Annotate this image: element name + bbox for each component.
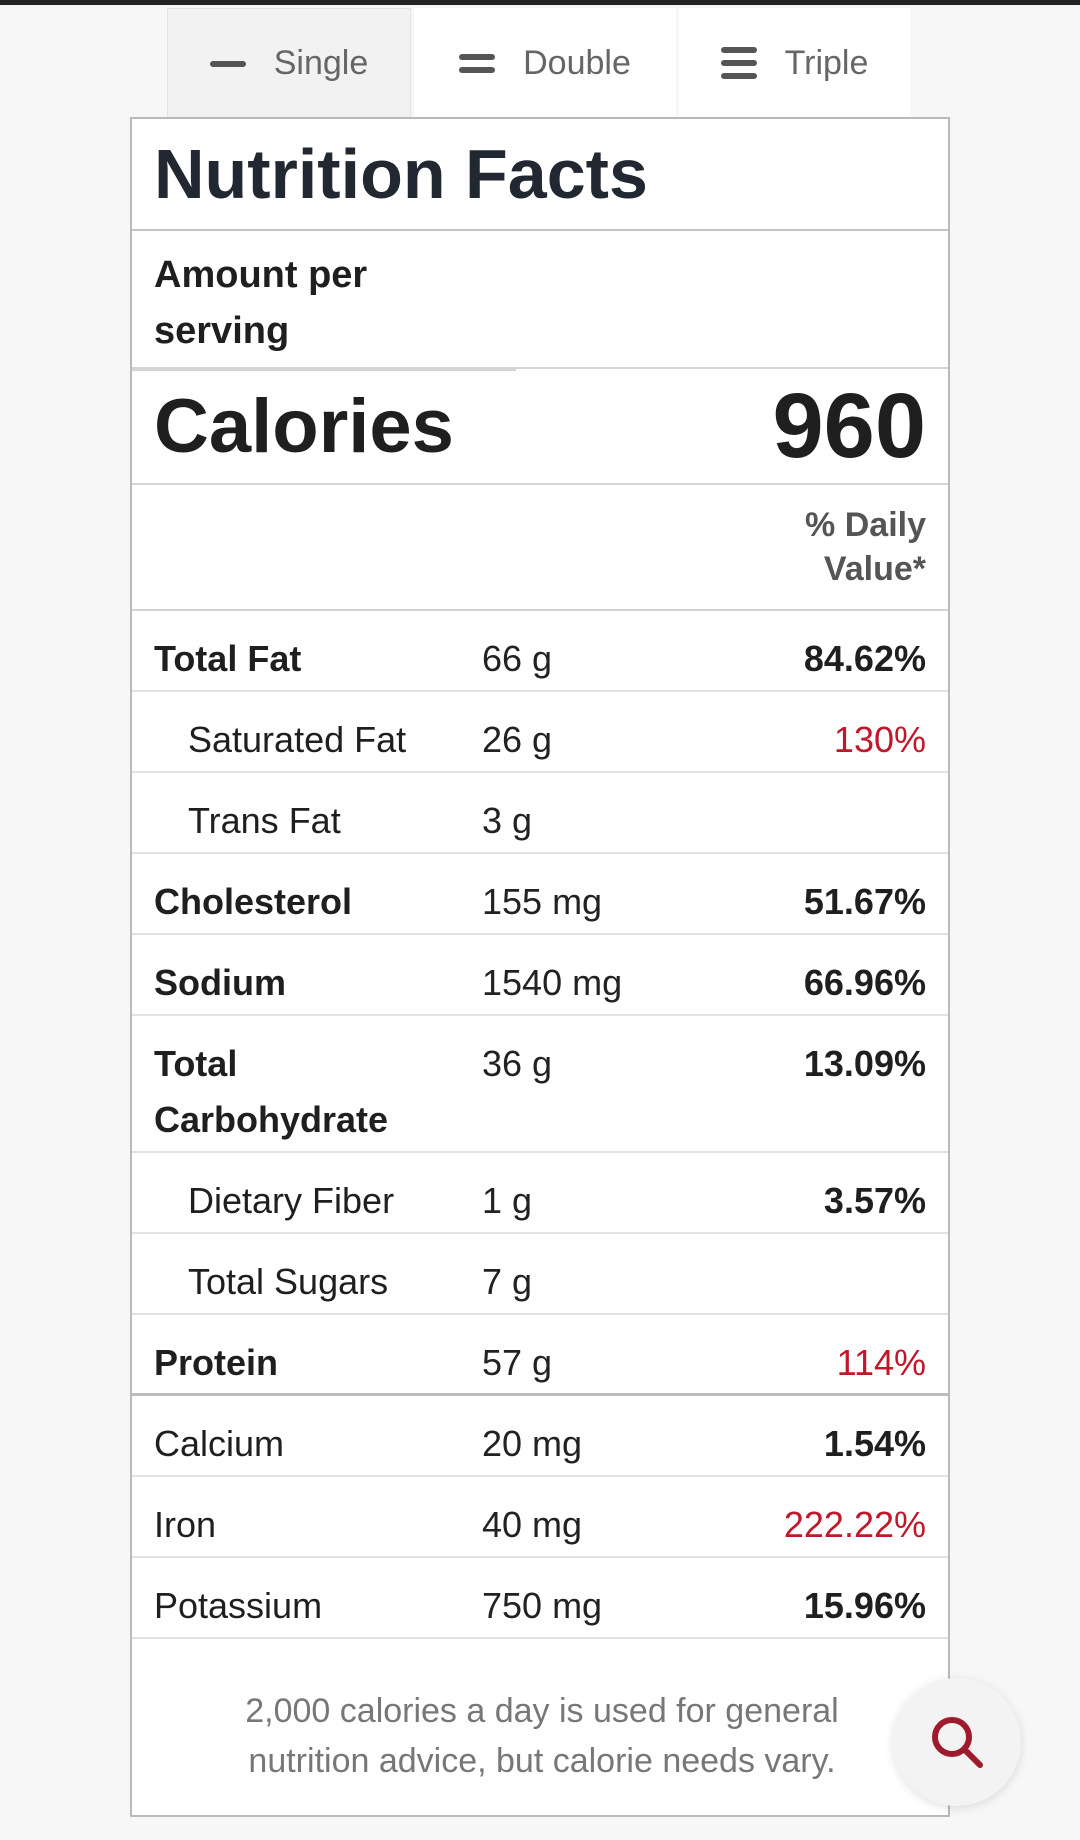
nutrient-amount: 66 g [482, 638, 553, 679]
nutrient-row-cholesterol: Cholesterol 155 mg 51.67% [132, 854, 948, 935]
double-line-icon [459, 53, 496, 73]
nutrient-daily-value: 15.96% [803, 1585, 926, 1626]
tab-single[interactable]: Single [167, 8, 411, 118]
nutrient-name: Saturated Fat [188, 719, 407, 760]
nutrition-facts-title: Nutrition Facts [132, 119, 948, 231]
tab-triple-label: Triple [784, 43, 869, 82]
tab-double[interactable]: Double [414, 8, 676, 118]
nutrient-name: Cholesterol [154, 881, 353, 922]
daily-value-footnote: 2,000 calories a day is used for general… [245, 1692, 839, 1780]
nutrient-name: Total Sugars [188, 1261, 389, 1302]
amount-per-serving-row: Amount per serving [132, 231, 948, 371]
nutrient-daily-value: 51.67% [803, 881, 926, 922]
calories-row: Calories 960 [132, 369, 948, 485]
nutrient-name: Total Fat [154, 638, 302, 679]
nutrient-amount: 7 g [482, 1261, 533, 1302]
nutrient-amount: 20 mg [482, 1423, 583, 1464]
serving-size-tabs: Single Double Triple [167, 8, 910, 118]
nutrient-amount: 750 mg [482, 1585, 603, 1626]
nutrient-name: Trans Fat [188, 800, 341, 841]
nutrient-row-potassium: Potassium 750 mg 15.96% [132, 1558, 948, 1639]
top-bar [0, 0, 1080, 5]
nutrition-label: Nutrition Facts Amount per serving Calor… [130, 117, 950, 1817]
calories-label: Calories [154, 383, 454, 469]
daily-value-header-row: % Daily Value* [132, 485, 948, 611]
nutrient-daily-value: 222.22% [783, 1504, 926, 1545]
nutrient-amount: 40 mg [482, 1504, 583, 1545]
nutrient-name: Dietary Fiber [188, 1180, 395, 1221]
nutrient-row-protein: Protein 57 g 114% [132, 1315, 948, 1396]
amount-per-serving-label: Amount per serving [132, 231, 516, 371]
nutrient-daily-value: 13.09% [803, 1043, 926, 1084]
nutrient-row-iron: Iron 40 mg 222.22% [132, 1477, 948, 1558]
nutrient-amount: 26 g [482, 719, 553, 760]
nutrient-daily-value: 114% [836, 1342, 926, 1383]
nutrient-row-total-sugars: Total Sugars 7 g [132, 1234, 948, 1315]
tab-double-label: Double [523, 43, 631, 82]
nutrient-amount: 155 mg [482, 881, 603, 922]
nutrient-amount: 1540 mg [482, 962, 623, 1003]
daily-value-header: % Daily Value* [805, 506, 926, 588]
nutrient-row-trans-fat: Trans Fat 3 g [132, 773, 948, 854]
nutrient-amount: 1 g [482, 1180, 533, 1221]
search-button[interactable] [893, 1678, 1021, 1806]
nutrient-row-sodium: Sodium 1540 mg 66.96% [132, 935, 948, 1016]
tab-single-label: Single [273, 44, 369, 82]
nutrient-row-dietary-fiber: Dietary Fiber 1 g 3.57% [132, 1153, 948, 1234]
nutrient-daily-value: 84.62% [803, 638, 926, 679]
nutrient-name: Iron [154, 1504, 217, 1545]
nutrient-name: Total Carbohydrate [154, 1043, 389, 1140]
calories-value: 960 [772, 374, 927, 477]
nutrient-name: Potassium [154, 1585, 323, 1626]
nutrient-row-total-carbohydrate: Total Carbohydrate 36 g 13.09% [132, 1016, 948, 1153]
nutrient-name: Protein [154, 1342, 279, 1383]
nutrient-amount: 36 g [482, 1043, 553, 1084]
nutrient-daily-value: 66.96% [803, 962, 926, 1003]
nutrient-name: Calcium [154, 1423, 285, 1464]
nutrient-row-calcium: Calcium 20 mg 1.54% [132, 1396, 948, 1477]
tab-triple[interactable]: Triple [679, 8, 910, 118]
nutrient-daily-value: 3.57% [823, 1180, 926, 1221]
triple-line-icon [720, 47, 757, 79]
search-icon [932, 1717, 983, 1768]
single-line-icon [209, 60, 246, 67]
nutrient-amount: 3 g [482, 800, 533, 841]
nutrient-daily-value: 1.54% [823, 1423, 926, 1464]
nutrient-row-total-fat: Total Fat 66 g 84.62% [132, 611, 948, 692]
nutrient-daily-value: 130% [833, 719, 926, 760]
nutrient-row-saturated-fat: Saturated Fat 26 g 130% [132, 692, 948, 773]
nutrient-name: Sodium [154, 962, 286, 1003]
nutrient-amount: 57 g [482, 1342, 553, 1383]
